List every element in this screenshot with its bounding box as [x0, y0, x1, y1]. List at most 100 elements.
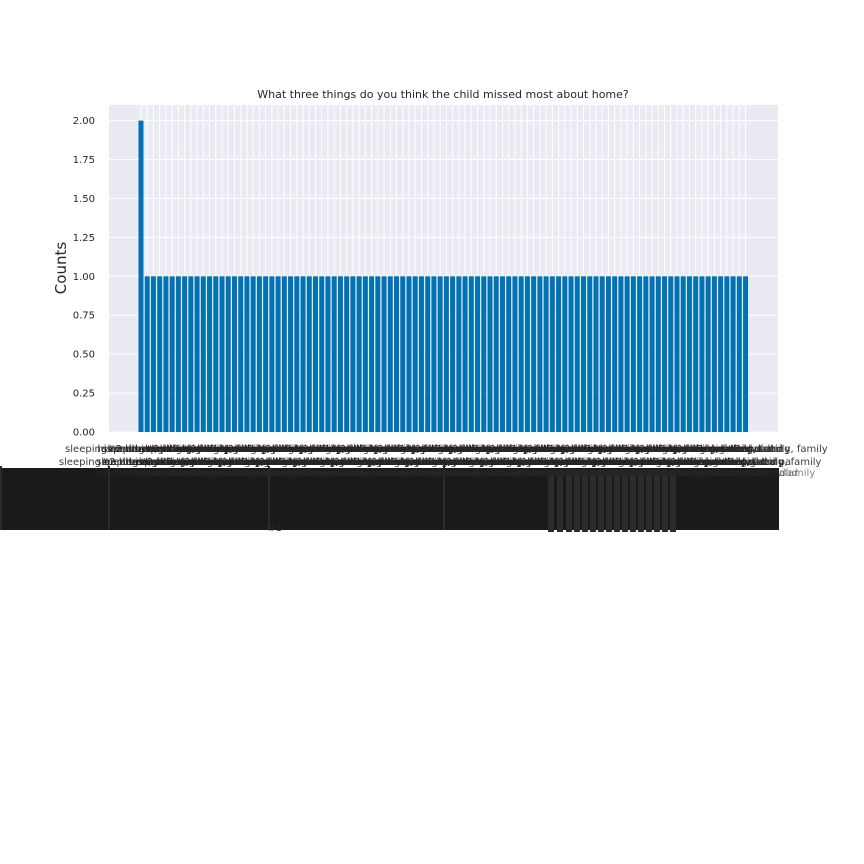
- x-tick-label: sleeping on a bed, eating, family: [321, 457, 485, 468]
- x-tick-label: because it was: [309, 457, 383, 468]
- x-tick-label: because it was: [602, 468, 676, 479]
- x-tick-label: sleeping on a bed, eating, family: [358, 457, 522, 468]
- x-tick-label: sleeping on a bed, eating, family: [171, 457, 335, 468]
- bar: [163, 276, 169, 432]
- x-tick-label: spent a night a pa: [176, 457, 267, 468]
- x-tick-label: spent a night a pa: [95, 468, 186, 479]
- x-tick-label: #3: [726, 444, 741, 455]
- x-tick-label: #3: [645, 457, 660, 468]
- bar: [686, 276, 692, 432]
- y-tick-label: 2.00: [73, 116, 95, 127]
- x-tick-label: #2 his mom and dad: [475, 457, 580, 468]
- x-tick-label: because it was: [422, 457, 496, 468]
- x-tick-label: his mom and dad: [122, 468, 209, 479]
- bar: [425, 276, 431, 432]
- x-tick-label: spent a night a pa: [139, 457, 230, 468]
- x-tick-label: spent a night a pa: [295, 444, 386, 455]
- y-tick-label: 1.75: [73, 155, 95, 166]
- x-tick-label: sleeping on a bed, eating, family: [246, 457, 410, 468]
- x-tick-label: because it was: [565, 468, 639, 479]
- x-tick-label: his mom and dad: [683, 468, 770, 479]
- x-tick-label: sleeping on a bed, eating, family: [539, 468, 703, 479]
- x-tick-label: sleeping on a bed, eating, family: [501, 468, 665, 479]
- bar: [375, 276, 381, 432]
- x-tick-label: because it was: [197, 457, 271, 468]
- y-tick-label: 0.75: [73, 311, 95, 322]
- bar: [144, 276, 150, 432]
- x-tick-label-overlap-stroke: [108, 466, 110, 530]
- x-tick-label: spent a night a pa: [183, 444, 274, 455]
- x-tick-label: his mom and dad: [97, 444, 184, 455]
- x-tick-label: #3: [688, 444, 703, 455]
- bar: [194, 276, 200, 432]
- bar: [693, 276, 699, 432]
- bar: [674, 276, 680, 432]
- bar: [207, 276, 213, 432]
- x-tick-label: spent a night a pa: [476, 457, 567, 468]
- x-tick-label-overlap-stroke: [614, 470, 620, 532]
- x-tick-label: #2 his mom and dad: [332, 444, 437, 455]
- x-tick-label: #2 his mom and dad: [662, 457, 767, 468]
- bar: [387, 276, 393, 432]
- bar: [506, 276, 512, 432]
- x-tick-label-overlap-stroke: [638, 470, 644, 532]
- bar: [711, 276, 717, 432]
- x-tick-label: sleeping on a bed, eating, family: [277, 468, 441, 479]
- x-tick-label: sleeping on a bed, eating, family: [65, 444, 229, 455]
- x-tick-label: his mom and dad: [284, 444, 371, 455]
- x-tick-label: his mom and dad: [197, 468, 284, 479]
- x-tick-label: #2 his mom and dad: [288, 457, 393, 468]
- x-tick-label: #2 his mom and dad: [444, 444, 549, 455]
- x-tick-label: #2 his mom and dad: [431, 468, 536, 479]
- x-tick-label: #3: [682, 457, 697, 468]
- x-tick-label: #2 his mom and dad: [618, 468, 723, 479]
- x-tick-label-overlap-stroke: [598, 470, 604, 532]
- x-tick-label: his mom and dad: [129, 457, 216, 468]
- x-tick-label: because it was: [203, 444, 277, 455]
- x-tick-label: sleeping on a bed, eating, family: [470, 457, 634, 468]
- x-tick-label: his mom and dad: [316, 457, 403, 468]
- x-tick-label: #2 his mom and dad: [369, 444, 474, 455]
- bar: [549, 276, 555, 432]
- x-tick-label: sleeping on a bed, eating, family: [576, 468, 740, 479]
- x-tick-label: spent a night a pa: [245, 468, 336, 479]
- x-tick-label: #2 his mom and dad: [550, 457, 655, 468]
- x-tick-label: his mom and dad: [309, 468, 396, 479]
- bar: [400, 276, 406, 432]
- chart-title: What three things do you think the child…: [257, 88, 629, 101]
- x-tick-label: spent a night a pa: [108, 444, 199, 455]
- bar: [412, 276, 418, 432]
- x-tick-label: because it was: [465, 444, 539, 455]
- x-tick-label-overlap-stroke: [566, 470, 572, 532]
- x-tick-label: his mom and dad: [577, 457, 664, 468]
- x-tick-label: #3: [271, 457, 286, 468]
- x-tick-label: his mom and dad: [434, 444, 521, 455]
- x-tick-label: #3: [607, 457, 622, 468]
- x-tick-label: sleeping on a bed, eating, family: [314, 468, 478, 479]
- x-tick-label-overlap-stroke: [574, 470, 580, 532]
- x-tick-label: #2 his mom and dad: [593, 444, 698, 455]
- x-tick-label: his mom and dad: [422, 468, 509, 479]
- x-tick-label: #3: [277, 444, 292, 455]
- bar: [643, 276, 649, 432]
- bar: [462, 276, 468, 432]
- bar: [443, 276, 449, 432]
- x-tick-label-overlap-stroke: [590, 470, 596, 532]
- x-tick-label: #2 his mom and dad: [219, 444, 324, 455]
- x-tick-label: spent a night a pa: [700, 457, 791, 468]
- x-tick-label: sleeping on a bed, eating, family: [551, 444, 715, 455]
- bar: [169, 276, 175, 432]
- x-tick-label: sleeping on a bed, eating, family: [439, 444, 603, 455]
- bar: [369, 276, 375, 432]
- x-tick-label: #3: [532, 457, 547, 468]
- x-tick-label-overlap-stroke: [630, 470, 636, 532]
- x-tick-label: #2 his mom and dad: [400, 457, 505, 468]
- x-tick-label: #3: [152, 468, 167, 479]
- x-tick-label: sleeping on a bed, eating, family: [134, 457, 298, 468]
- x-tick-label: spent a night a pa: [544, 468, 635, 479]
- x-tick-label: spent a night a pa: [332, 444, 423, 455]
- x-tick-label: #2 his mom and dad: [282, 468, 387, 479]
- x-tick-label: sleeping on a bed, eating, family: [90, 468, 254, 479]
